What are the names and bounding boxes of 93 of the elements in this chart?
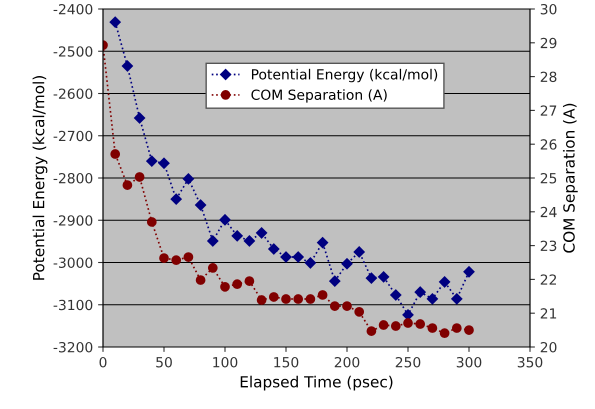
y2-tick-label: 29 (540, 38, 556, 48)
point (146, 155, 158, 167)
x-tick-label: 0 (99, 356, 106, 368)
point (110, 149, 120, 159)
point (171, 255, 182, 265)
point (426, 293, 438, 304)
y2-tick-label: 25 (540, 172, 556, 184)
legend-label: COM Separation (A) (251, 89, 387, 103)
point (428, 323, 438, 333)
point (292, 251, 304, 263)
point (306, 294, 316, 304)
point (440, 328, 450, 338)
point (232, 230, 243, 242)
legend-label: Potential Energy (kcal/mol) (252, 68, 438, 82)
point (219, 214, 231, 226)
x-tick-label: 50 (156, 356, 172, 368)
point (329, 275, 340, 287)
y2-tick-label: 27 (540, 105, 556, 116)
x-tick-label: 100 (213, 356, 238, 368)
y-tick-label: -2900 (54, 215, 92, 226)
y2-tick-label: 20 (540, 342, 556, 352)
point (280, 251, 292, 263)
point (244, 276, 254, 286)
y-tick-label: -2700 (54, 130, 92, 142)
point (304, 257, 316, 269)
point (232, 279, 242, 289)
point (354, 306, 364, 317)
x-tick-label: 350 (518, 356, 542, 368)
point (256, 295, 266, 305)
point (330, 301, 340, 311)
y2-tick-label: 23 (540, 240, 556, 252)
point (122, 60, 134, 72)
point (354, 246, 365, 258)
y-tick-label: -2400 (54, 4, 92, 14)
y-tick-label: -2500 (54, 46, 92, 57)
point (414, 286, 426, 298)
y2-tick-label: 26 (540, 139, 557, 150)
point (207, 235, 218, 247)
x-axis-title: Elapsed Time (psec) (240, 376, 392, 391)
y-tick-label: -2600 (54, 88, 92, 99)
point (464, 325, 474, 335)
x-tick-label: 200 (334, 356, 360, 368)
point (318, 290, 328, 300)
y-tick-label: -3000 (54, 257, 92, 268)
point (342, 301, 352, 311)
point (366, 272, 378, 284)
point (256, 227, 268, 239)
point (438, 276, 450, 288)
point (316, 237, 328, 248)
point (208, 263, 218, 273)
point (170, 194, 182, 205)
point (452, 323, 462, 333)
point (110, 16, 121, 28)
y2-tick-label: 22 (540, 274, 556, 285)
point (194, 199, 206, 211)
point (366, 326, 376, 336)
point (184, 252, 194, 262)
point (196, 275, 206, 285)
point (220, 282, 230, 292)
point (268, 292, 279, 302)
point (390, 289, 402, 301)
point (122, 180, 132, 190)
y2-tick-label: 30 (540, 4, 556, 14)
point (341, 258, 353, 270)
y-tick-label: -3200 (54, 342, 92, 352)
point (244, 235, 256, 247)
point (146, 217, 157, 227)
y2-tick-label: 21 (540, 308, 556, 318)
point (159, 253, 169, 263)
y2-tick-label: 24 (540, 206, 557, 218)
point (390, 321, 401, 331)
point (281, 294, 291, 304)
point (378, 320, 388, 330)
point (134, 112, 146, 124)
y2-tick-label: 28 (540, 72, 556, 82)
point (378, 271, 390, 282)
x-tick-label: 300 (456, 356, 482, 368)
point (158, 158, 170, 169)
x-tick-label: 250 (396, 356, 420, 368)
y2-axis-title: COM Separation (A) (562, 104, 578, 253)
point (403, 318, 413, 328)
y-axis-title: Potential Energy (kcal/mol) (32, 76, 48, 280)
point (268, 243, 280, 255)
point (451, 293, 462, 304)
point (415, 319, 426, 329)
point (134, 172, 144, 182)
point (402, 309, 414, 320)
y-tick-label: -2800 (54, 172, 92, 184)
point (293, 294, 304, 304)
point (463, 266, 475, 278)
y-tick-label: -3100 (54, 300, 92, 310)
point (182, 173, 194, 184)
x-tick-label: 150 (274, 356, 298, 368)
